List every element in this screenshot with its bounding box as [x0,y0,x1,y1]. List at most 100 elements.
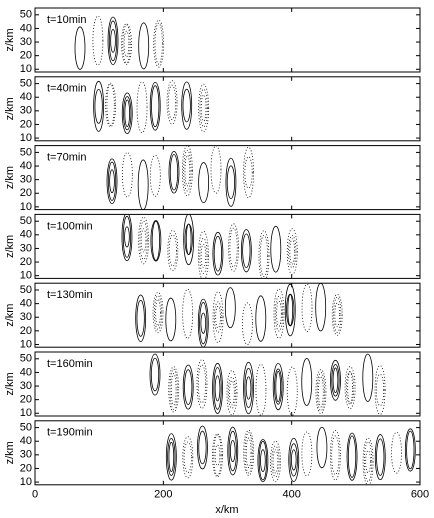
contour-decoration [229,380,235,406]
contour-decoration [167,84,177,120]
contour-decoration [344,366,356,410]
contour-decoration [214,444,221,467]
contour-decoration [106,158,118,205]
contour-decoration [183,441,192,473]
contour-decoration [362,353,374,402]
contour-decoration [168,441,175,472]
contour-decoration [243,361,254,415]
y-axis-label: z/km [4,441,16,464]
contour-decoration [270,225,282,273]
panel-annotation: t=100min [47,220,93,232]
contour-decoration [121,214,133,262]
contour-decoration [197,364,207,404]
contour-decoration [108,20,118,62]
y-tick-label: 10 [20,338,32,350]
contour-field [135,283,343,348]
contour-decoration [182,364,194,410]
y-tick-label: 10 [20,476,32,488]
y-tick-label: 20 [20,118,32,130]
contour-decoration [362,437,374,485]
y-tick-label: 30 [20,105,32,117]
y-tick-label: 20 [20,50,32,62]
x-tick-label: 0 [32,489,38,501]
x-tick-label: 600 [411,489,429,501]
contour-decoration [375,373,385,407]
contour-decoration [288,437,300,482]
contour-decoration [273,288,285,339]
contour-decoration [123,30,130,58]
contour-decoration [105,82,117,128]
panel-annotation: t=160min [47,358,93,370]
contour-decoration [244,156,253,189]
panel-annotation: t=130min [47,289,93,301]
contour-decoration [122,215,132,258]
panel-frame [34,282,421,348]
contour-decoration [347,371,353,404]
contour-decoration [169,368,178,410]
contour-decoration [122,24,131,64]
contour-decoration [334,302,341,328]
contour-decoration [330,359,341,401]
contour-decoration [258,230,270,279]
y-tick-label: 20 [20,325,32,337]
contour-decoration [331,364,340,397]
contour-decoration [333,296,342,333]
contour-decoration [213,301,223,333]
contour-decoration [212,291,224,343]
y-axis-label: z/km [4,372,16,395]
contour-decoration [121,23,132,65]
contour-decoration [404,428,416,472]
contour-decoration [212,362,223,414]
contour-decoration [374,434,386,481]
contour-decoration [183,214,195,266]
contour-decoration [121,92,133,134]
contour-field [106,145,254,210]
y-tick-label: 30 [20,311,32,323]
contour-decoration [245,437,252,468]
contour-decoration [106,83,115,126]
contour-decoration [167,229,179,272]
contour-decoration [376,438,385,476]
y-tick-label: 40 [20,366,32,378]
panel-frame [34,351,421,417]
contour-decoration [137,159,149,210]
contour-field [165,425,416,485]
y-tick-label: 10 [20,407,32,419]
y-tick-label: 20 [20,394,32,406]
y-tick-label: 50 [20,422,32,434]
contour-decoration [183,149,192,192]
contour-decoration [347,435,357,478]
contour-decoration [198,230,209,279]
contour-decoration [200,312,207,334]
contour-decoration [185,223,192,256]
y-tick-label: 30 [20,380,32,392]
contour-decoration [346,432,358,481]
contour-decoration [135,294,147,343]
contour-decoration [155,298,161,327]
y-tick-label: 30 [20,242,32,254]
contour-decoration [374,365,386,415]
x-axis-label: x/km [215,504,238,516]
contour-decoration [213,434,222,477]
y-tick-label: 40 [20,91,32,103]
contour-decoration [165,297,177,342]
contour-decoration [271,445,280,478]
contour-decoration [255,295,267,342]
contour-decoration [166,80,178,125]
y-tick-label: 50 [20,146,32,158]
contour-decoration [245,376,252,400]
panel-annotation: t=40min [47,83,86,95]
y-tick-label: 10 [20,201,32,213]
panel-frame [34,145,421,211]
contour-decoration [212,231,224,276]
contour-decoration [255,363,267,416]
panel-frame [34,213,421,279]
contour-decoration [150,357,160,392]
contour-decoration [181,81,193,130]
contour-decoration [169,154,179,191]
contour-decoration [227,426,239,476]
y-tick-label: 50 [20,215,32,227]
y-tick-label: 30 [20,449,32,461]
contour-decoration [286,366,298,416]
contour-decoration [315,283,327,332]
